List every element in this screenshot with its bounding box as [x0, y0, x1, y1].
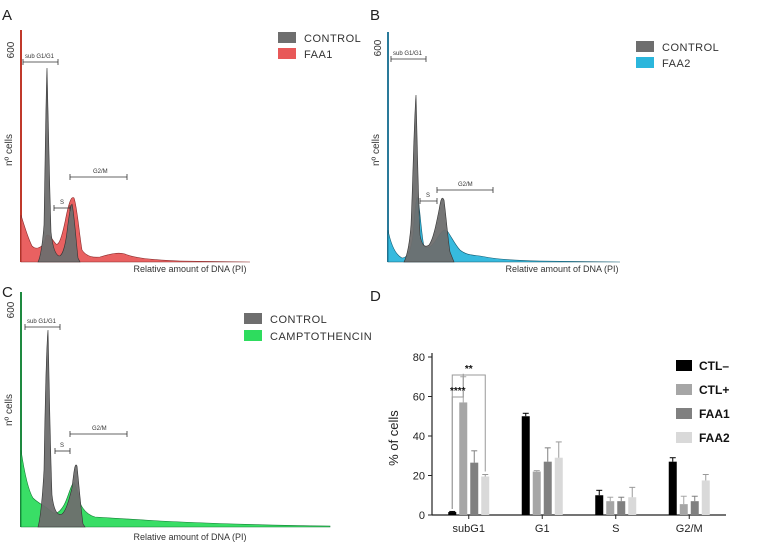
bar [628, 497, 637, 515]
histogram-panel-a: A 600 nº cells sub G1/G1 S G2/M Relative… [2, 7, 361, 274]
x-axis-label: Relative amount of DNA (PI) [133, 264, 246, 274]
control-histogram [37, 67, 81, 263]
bar [470, 462, 479, 515]
bar [606, 501, 615, 515]
legend-swatch [676, 384, 692, 395]
gate-label-s: S [60, 443, 64, 449]
legend-label: FAA2 [699, 431, 730, 445]
bar [617, 501, 626, 515]
bar [595, 495, 604, 515]
legend-swatch [676, 360, 692, 371]
bar [554, 457, 563, 515]
gate-s: S [419, 193, 438, 204]
bar [459, 402, 468, 515]
significance-brackets: ****** [450, 364, 486, 510]
gate-subg1: sub G1/G1 [24, 319, 61, 330]
gate-label-g2m: G2/M [92, 426, 107, 432]
y-axis-label: nº cells [371, 134, 382, 166]
legend-label-treated: CAMPTOTHENCIN [270, 331, 372, 343]
y-tick-label: 600 [6, 41, 17, 58]
gate-label-subg1: sub G1/G1 [27, 319, 57, 325]
y-tick-label: 0 [419, 510, 425, 522]
gate-label-s: S [60, 200, 64, 206]
bar [448, 512, 457, 515]
legend: CONTROL FAA1 [278, 32, 361, 61]
histogram-panel-b: B 600 nº cells sub G1/G1 S G2/M Relative… [370, 7, 719, 274]
legend-swatch-treated [244, 330, 262, 341]
legend-label-treated: FAA1 [304, 49, 333, 61]
bar [532, 471, 541, 515]
legend-label: FAA1 [699, 407, 730, 421]
legend: CONTROL FAA2 [636, 41, 719, 70]
legend: CTL– CTL+ FAA1 FAA2 [676, 359, 730, 445]
x-axis-label: Relative amount of DNA (PI) [505, 264, 618, 274]
legend-label: CTL+ [699, 383, 729, 397]
bar [543, 461, 552, 515]
legend-swatch [676, 408, 692, 419]
gate-g2m: G2/M [69, 426, 128, 437]
bars [448, 376, 710, 515]
gate-s: S [54, 443, 71, 454]
panel-letter-b: B [370, 7, 380, 24]
legend-label-control: CONTROL [304, 33, 361, 45]
treated-histogram [20, 197, 251, 263]
significance-bracket [451, 373, 464, 510]
legend-label-treated: FAA2 [662, 58, 691, 70]
bar [679, 504, 688, 515]
gate-label-g2m: G2/M [458, 182, 473, 188]
legend-swatch-control [278, 32, 296, 43]
y-axis-label: % of cells [386, 410, 401, 466]
histogram-panel-c: C 600 nº cells sub G1/G1 S G2/M Relative… [2, 284, 372, 542]
x-tick-label: subG1 [453, 523, 485, 535]
gate-subg1: sub G1/G1 [22, 54, 59, 65]
bar [521, 416, 530, 515]
bar [481, 476, 490, 515]
x-tick-label: G1 [535, 523, 550, 535]
panel-letter-a: A [2, 7, 12, 24]
gate-s: S [53, 200, 71, 211]
axes: 0 20 40 60 80 subG1 G1 S G2/M [413, 352, 726, 535]
bar [701, 480, 710, 515]
legend-label: CTL– [699, 359, 729, 373]
legend-label-control: CONTROL [662, 42, 719, 54]
y-axis-label: nº cells [4, 394, 15, 426]
legend-swatch [676, 432, 692, 443]
x-tick-label: S [612, 523, 619, 535]
significance-label: ** [465, 364, 473, 375]
y-tick-label: 80 [413, 352, 425, 364]
significance-label: **** [450, 386, 466, 397]
y-tick-label: 600 [373, 39, 384, 56]
y-tick-label: 60 [413, 392, 425, 404]
y-tick-label: 40 [413, 431, 425, 443]
x-axis-label: Relative amount of DNA (PI) [133, 532, 246, 542]
gate-label-subg1: sub G1/G1 [25, 54, 55, 60]
gate-g2m: G2/M [69, 169, 128, 180]
legend-swatch-control [636, 41, 654, 52]
bar [668, 461, 677, 515]
control-histogram [403, 94, 455, 263]
gate-label-subg1: sub G1/G1 [393, 51, 423, 57]
panel-letter-d: D [370, 288, 381, 305]
panel-letter-c: C [2, 284, 13, 301]
legend-swatch-control [244, 313, 262, 324]
gate-subg1: sub G1/G1 [390, 51, 427, 62]
legend-swatch-treated [636, 57, 654, 68]
y-tick-label: 600 [6, 301, 17, 318]
control-histogram [37, 329, 86, 528]
y-axis-label: nº cells [4, 134, 15, 166]
x-tick-label: G2/M [676, 523, 703, 535]
y-tick-label: 20 [413, 471, 425, 483]
legend-swatch-treated [278, 48, 296, 59]
legend-label-control: CONTROL [270, 314, 327, 326]
bar [690, 501, 699, 515]
gate-label-g2m: G2/M [93, 169, 108, 175]
gate-label-s: S [426, 193, 430, 199]
legend: CONTROL CAMPTOTHENCIN [244, 313, 372, 343]
gate-g2m: G2/M [436, 182, 494, 193]
